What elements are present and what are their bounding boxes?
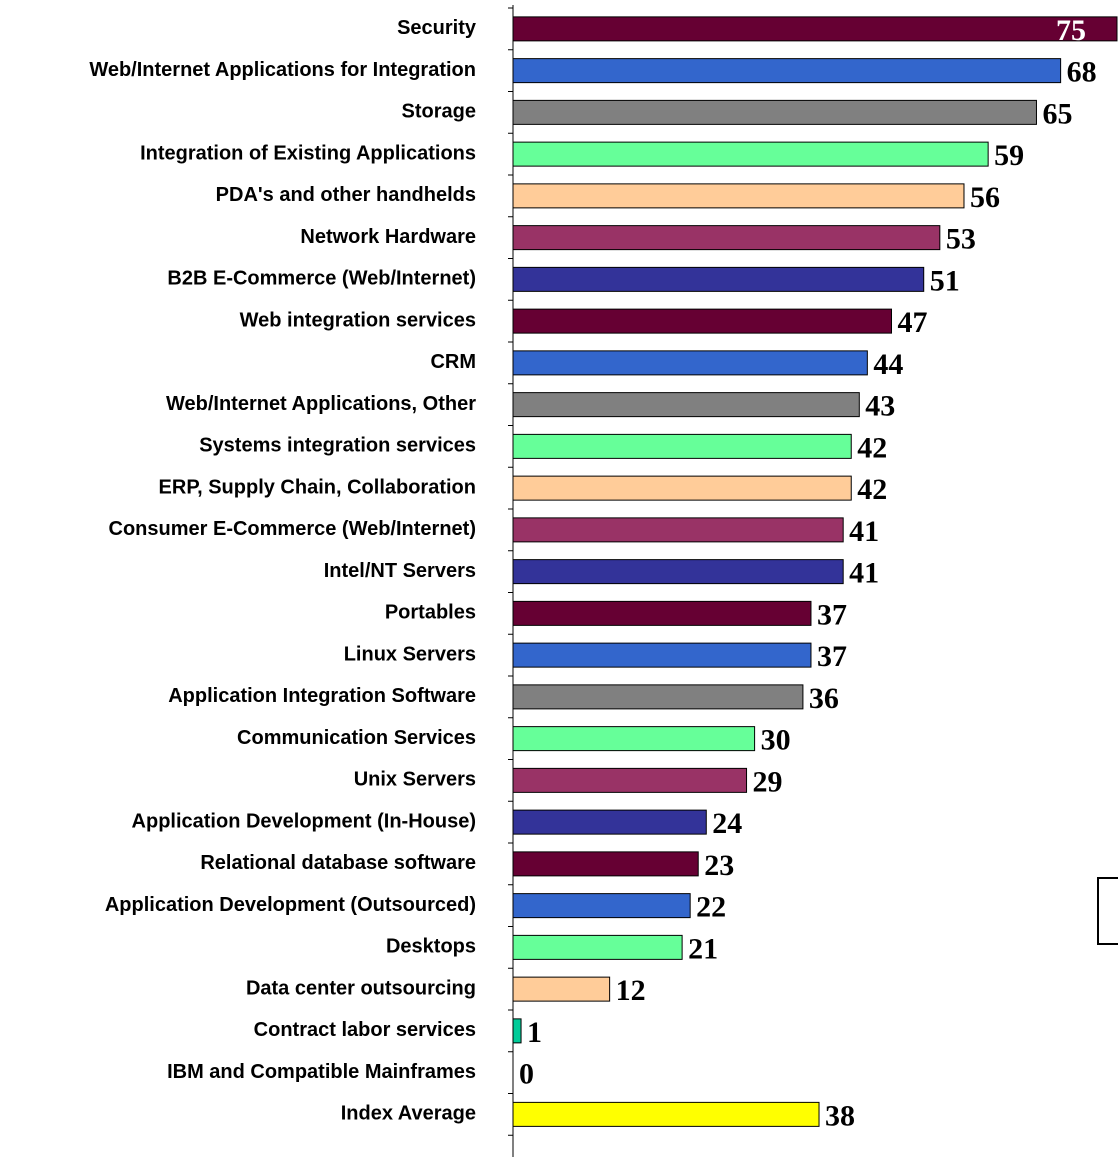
value-label: 68 [1067,56,1097,89]
value-label: 41 [849,515,879,548]
bar [512,225,941,251]
category-label: Relational database software [200,852,476,874]
bar [512,851,699,877]
category-label: Integration of Existing Applications [140,142,476,164]
value-label: 43 [865,390,895,423]
category-label: PDA's and other handhelds [216,184,476,206]
value-label: 37 [817,640,847,673]
bar [512,559,844,585]
value-label: 37 [817,598,847,631]
value-label: 36 [809,682,839,715]
value-label: 65 [1042,97,1072,130]
category-label: CRM [430,351,476,373]
value-label: 38 [825,1099,855,1132]
category-label: Contract labor services [254,1019,476,1041]
value-label: 23 [704,849,734,882]
category-label: Network Hardware [300,226,476,248]
category-label: Index Average [341,1103,476,1125]
value-label: 56 [970,181,1000,214]
category-label: Desktops [386,936,476,958]
bar [512,266,925,292]
bar [512,934,683,960]
bar [512,642,812,668]
bar [512,308,893,334]
category-label: ERP, Supply Chain, Collaboration [159,476,476,498]
category-label: Application Development (In-House) [132,810,476,832]
value-label: 75 [1056,14,1086,47]
category-label: Application Integration Software [168,685,476,707]
value-label: 59 [994,139,1024,172]
category-label: Web integration services [240,309,476,331]
value-label: 24 [712,807,742,840]
category-label: IBM and Compatible Mainframes [167,1061,476,1083]
bar [512,517,844,543]
category-label: Security [397,17,477,39]
bar [512,893,691,919]
category-label: B2B E-Commerce (Web/Internet) [167,268,476,290]
bar [512,600,812,626]
category-label: Application Development (Outsourced) [105,894,476,916]
value-label: 42 [857,431,887,464]
value-label: 53 [946,223,976,256]
bar [512,809,707,835]
value-label: 30 [761,724,791,757]
value-label: 42 [857,473,887,506]
bar [512,141,989,167]
bar [512,16,1118,42]
category-label: Portables [385,602,476,624]
bar [512,726,756,752]
value-label: 29 [753,765,783,798]
legend-box [1097,877,1118,945]
value-label: 41 [849,557,879,590]
category-label: Linux Servers [344,643,476,665]
category-label: Storage [402,101,476,123]
value-label: 12 [616,974,646,1007]
bar [512,684,804,710]
bar [512,99,1037,125]
bar [512,767,748,793]
bar [512,976,611,1002]
bar [512,1101,820,1127]
bar [512,1018,522,1044]
bar [512,350,868,376]
value-label: 51 [930,264,960,297]
category-label: Web/Internet Applications for Integratio… [89,59,476,81]
value-label: 44 [873,348,903,381]
bar [512,475,852,501]
value-label: 1 [527,1016,542,1049]
value-label: 22 [696,891,726,924]
category-label: Intel/NT Servers [324,560,476,582]
bar [512,183,965,209]
category-label: Systems integration services [199,435,476,457]
value-label: 47 [898,306,928,339]
value-label: 0 [519,1058,534,1091]
value-label: 21 [688,932,718,965]
bar [512,58,1062,84]
category-label: Data center outsourcing [246,977,476,999]
bar [512,433,852,459]
bar [512,392,860,418]
category-label: Web/Internet Applications, Other [166,393,476,415]
category-label: Unix Servers [354,769,476,791]
category-label: Consumer E-Commerce (Web/Internet) [109,518,476,540]
category-label: Communication Services [237,727,476,749]
